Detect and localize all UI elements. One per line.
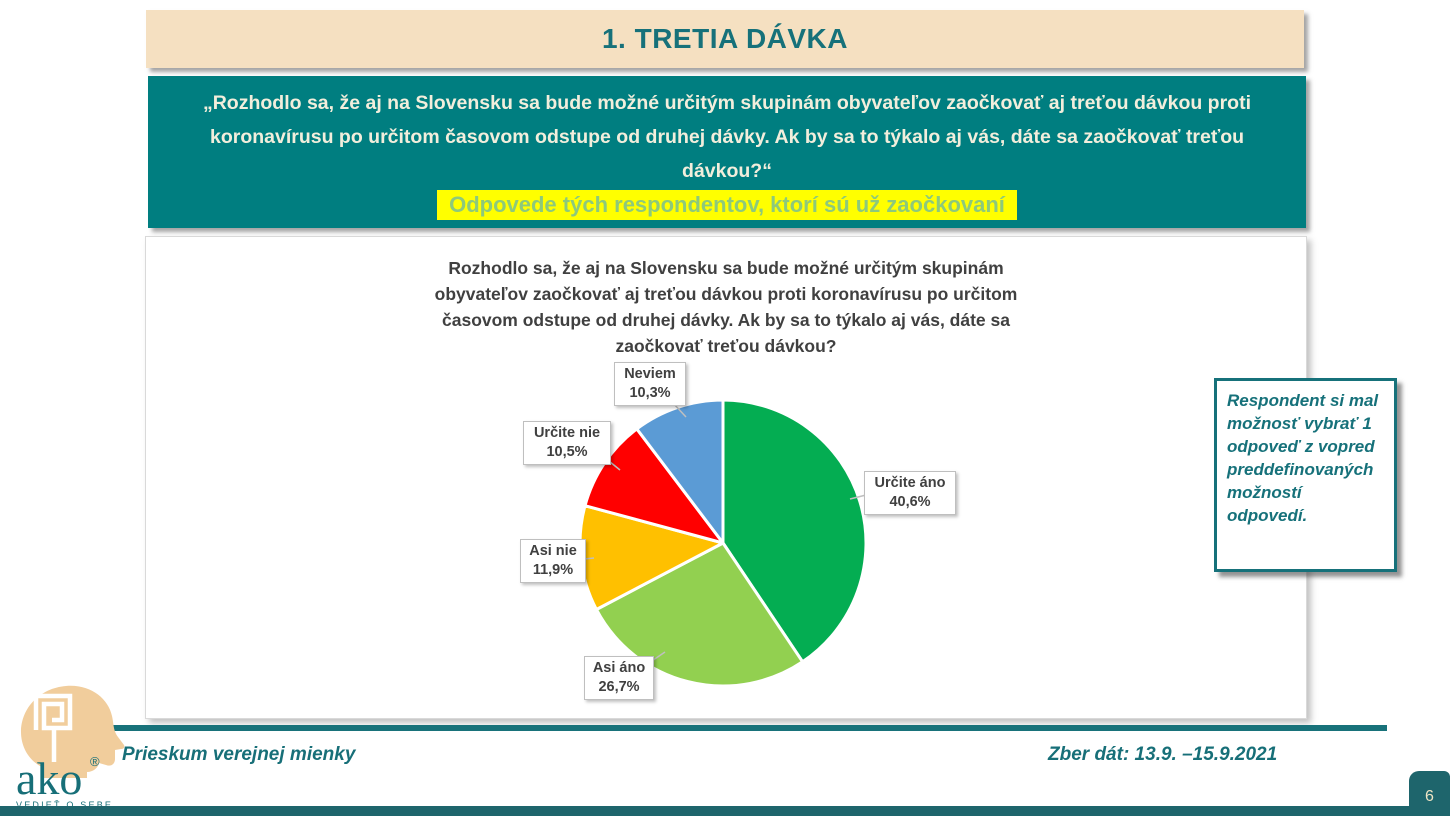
ako-logo-head [21,685,125,778]
pie-label-urcite-nie: Určite nie 10,5% [523,421,611,465]
footer-divider [103,725,1387,731]
pie-label-value: 11,9% [532,562,574,578]
page-number-box: 6 [1409,771,1450,816]
question-panel: „Rozhodlo sa, že aj na Slovensku sa bude… [148,76,1306,228]
pie-label-value: 26,7% [598,679,640,695]
pie-label-text: Určite nie [533,425,601,441]
pie-label-text: Asi nie [529,543,577,559]
pie-label-text: Asi áno [592,660,646,676]
question-highlight: Odpovede tých respondentov, ktorí sú už … [437,190,1017,220]
pie-label-value: 40,6% [889,494,931,510]
question-highlight-row: Odpovede tých respondentov, ktorí sú už … [148,188,1306,220]
pie-label-leader [849,494,867,500]
pie-label-text: Určite áno [874,475,946,491]
ako-logo: ako ® VEDIEŤ O SEBE [16,685,125,810]
pie-chart [573,398,868,688]
ako-logo-tagline: VEDIEŤ O SEBE [16,800,113,810]
chart-title: Rozhodlo sa, že aj na Slovensku sa bude … [434,258,1018,356]
footer-left-text: Prieskum verejnej mienky [122,744,356,765]
pie-label-text: Neviem [624,366,676,382]
slide-title: 1. TRETIA DÁVKA [601,23,849,54]
ako-logo-registered: ® [90,754,100,769]
pie-label-neviem: Neviem 10,3% [614,362,686,406]
chart-panel: Rozhodlo sa, že aj na Slovensku sa bude … [145,236,1307,719]
bottom-bar [0,806,1450,816]
footer-right-text: Zber dát: 13.9. –15.9.2021 [1048,744,1278,765]
note-text: Respondent si mal možnosť vybrať 1 odpov… [1227,391,1379,525]
ako-logo-maze-icon [33,693,73,762]
ako-logo-brand: ako [16,753,82,804]
pie-label-asi-nie: Asi nie 11,9% [520,539,586,583]
page-number: 6 [1425,787,1434,805]
pie-label-value: 10,5% [546,444,588,460]
note-box: Respondent si mal možnosť vybrať 1 odpov… [1214,378,1397,572]
slide-title-bar: 1. TRETIA DÁVKA [146,10,1304,68]
pie-slice-1 [594,541,805,688]
pie-label-value: 10,3% [629,385,671,401]
pie-label-asi-ano: Asi áno 26,7% [584,656,654,700]
question-text: „Rozhodlo sa, že aj na Slovensku sa bude… [202,92,1252,182]
pie-label-urcite-ano: Určite áno 40,6% [864,471,956,515]
